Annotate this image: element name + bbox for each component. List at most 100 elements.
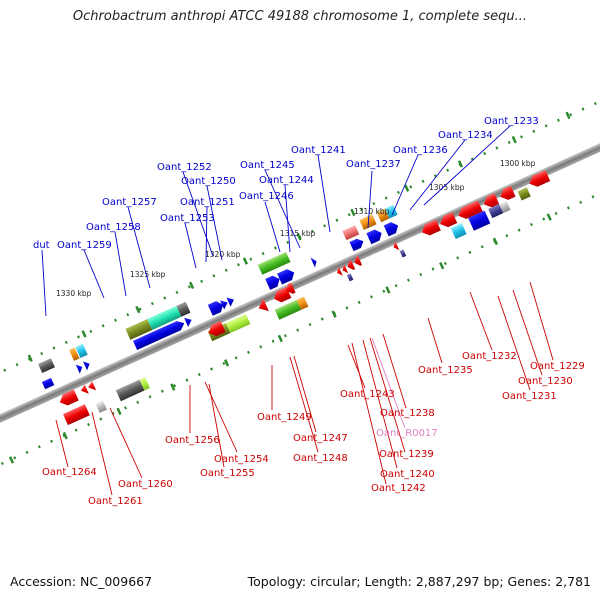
gene-1239[interactable]: [346, 259, 356, 272]
gene-R0017[interactable]: [346, 273, 354, 282]
gene-navy-b[interactable]: [399, 249, 407, 258]
label-oant-1234[interactable]: Oant_1234: [438, 130, 493, 141]
label-oant-1236[interactable]: Oant_1236: [393, 145, 448, 156]
gene-orange-a[interactable]: [69, 347, 80, 361]
gene-1254-fwd[interactable]: [156, 319, 187, 340]
gene-1253-fwd[interactable]: [184, 315, 194, 327]
label-oant-1232[interactable]: Oant_1232: [462, 351, 517, 362]
gene-1264-upper[interactable]: [38, 358, 55, 374]
gene-1230[interactable]: [481, 193, 500, 210]
gene-1237-fwd[interactable]: [349, 237, 366, 252]
gene-1229[interactable]: [498, 185, 516, 203]
gene-blue-l[interactable]: [468, 210, 491, 231]
label-oant-1242[interactable]: Oant_1242: [371, 483, 426, 494]
gene-1236-fwd[interactable]: [366, 228, 384, 245]
gene-1260[interactable]: [115, 379, 145, 402]
label-oant-1229[interactable]: Oant_1229: [530, 361, 585, 372]
label-oant-1249[interactable]: Oant_1249: [257, 412, 312, 423]
gene-1238[interactable]: [352, 255, 363, 268]
gene-blue-b[interactable]: [41, 377, 55, 390]
gene-red-l2[interactable]: [79, 384, 89, 397]
label-oant-1235[interactable]: Oant_1235: [418, 365, 473, 376]
gene-olive-l[interactable]: [517, 187, 531, 201]
label-oant-r0017[interactable]: Oant_R0017: [376, 428, 438, 439]
gene-1260b[interactable]: [139, 377, 150, 391]
gene-1237[interactable]: [342, 225, 360, 241]
label-oant-1244[interactable]: Oant_1244: [259, 175, 314, 186]
gene-1234[interactable]: [376, 208, 390, 223]
label-oant-1238[interactable]: Oant_1238: [380, 408, 435, 419]
label-oant-1261[interactable]: Oant_1261: [88, 496, 143, 507]
label-oant-1251[interactable]: Oant_1251: [180, 197, 235, 208]
label-oant-1250[interactable]: Oant_1250: [181, 176, 236, 187]
gene-1264[interactable]: [57, 389, 79, 408]
label-oant-1231[interactable]: Oant_1231: [502, 391, 557, 402]
label-oant-1248[interactable]: Oant_1248: [293, 453, 348, 464]
gene-red-l3[interactable]: [87, 381, 97, 393]
label-oant-1243[interactable]: Oant_1243: [340, 389, 395, 400]
map-title: Ochrobactrum anthropi ATCC 49188 chromos…: [72, 9, 528, 24]
gene-navy-l[interactable]: [488, 204, 504, 219]
gene-1240[interactable]: [341, 264, 349, 275]
gene-1233[interactable]: [384, 204, 398, 219]
gene-1252[interactable]: [207, 299, 226, 316]
label-dut[interactable]: dut: [33, 240, 50, 251]
gene-1259[interactable]: [125, 319, 153, 340]
label-oant-1230[interactable]: Oant_1230: [518, 376, 573, 387]
gene-lgray-l[interactable]: [499, 200, 511, 214]
gene-red-end[interactable]: [527, 170, 551, 189]
label-oant-1259[interactable]: Oant_1259: [57, 240, 112, 251]
label-oant-1245[interactable]: Oant_1245: [240, 160, 295, 171]
gene-1246[interactable]: [257, 258, 276, 275]
label-oant-1256[interactable]: Oant_1256: [165, 435, 220, 446]
gene-1250[interactable]: [226, 295, 236, 307]
gene-cyan-l[interactable]: [450, 223, 467, 240]
label-oant-1260[interactable]: Oant_1260: [118, 479, 173, 490]
label-oant-1255[interactable]: Oant_1255: [200, 468, 255, 479]
label-oant-1237[interactable]: Oant_1237: [346, 159, 401, 170]
gene-1235[interactable]: [392, 241, 400, 252]
gene-1245[interactable]: [271, 252, 291, 269]
gene-1254[interactable]: [225, 313, 251, 334]
gene-1257[interactable]: [176, 301, 191, 317]
label-oant-1253[interactable]: Oant_1253: [160, 213, 215, 224]
gene-red-l1[interactable]: [256, 298, 269, 315]
label-oant-1240[interactable]: Oant_1240: [380, 469, 435, 480]
gene-lgray-a[interactable]: [95, 400, 108, 413]
label-oant-1258[interactable]: Oant_1258: [86, 222, 141, 233]
gene-1244[interactable]: [265, 274, 282, 290]
gene-1256-fwd[interactable]: [133, 328, 166, 350]
gene-1261[interactable]: [62, 404, 90, 426]
gene-1248[interactable]: [296, 296, 309, 310]
label-oant-1252[interactable]: Oant_1252: [157, 162, 212, 173]
gene-1231[interactable]: [456, 200, 483, 222]
gene-1258[interactable]: [147, 305, 182, 330]
gene-1251[interactable]: [220, 298, 230, 310]
label-oant-1239[interactable]: Oant_1239: [379, 449, 434, 460]
label-oant-1264[interactable]: Oant_1264: [42, 467, 97, 478]
gene-1241[interactable]: [310, 256, 318, 268]
gene-1243-fwd[interactable]: [277, 267, 297, 285]
gene-blue-d[interactable]: [82, 359, 92, 371]
label-oant-1241[interactable]: Oant_1241: [291, 145, 346, 156]
gene-blue-c[interactable]: [75, 362, 85, 374]
label-oant-1246[interactable]: Oant_1246: [239, 191, 294, 202]
label-oant-1254[interactable]: Oant_1254: [214, 454, 269, 465]
gene-1247[interactable]: [274, 299, 302, 320]
gene-1234-fwd[interactable]: [383, 220, 401, 237]
lower-genes[interactable]: [52, 168, 561, 427]
label-oant-1257[interactable]: Oant_1257: [102, 197, 157, 208]
gene-1232[interactable]: [419, 219, 441, 237]
gene-1255[interactable]: [206, 321, 226, 339]
label-oant-1247[interactable]: Oant_1247: [293, 433, 348, 444]
ruler-1315: 1315 kbp: [280, 229, 316, 238]
upper-genes[interactable]: [34, 204, 404, 391]
label-oant-1233[interactable]: Oant_1233: [484, 116, 539, 127]
lower-gene-labels: Oant_1232 Oant_1229 Oant_1230 Oant_1231 …: [42, 351, 585, 507]
lower-ruler-ticks: [0, 171, 600, 471]
gene-cyan-a[interactable]: [75, 343, 88, 359]
ruler-labels: 1300 kbp 1305 kbp 1310 kbp 1315 kbp 1320…: [56, 159, 536, 298]
gene-1243[interactable]: [335, 266, 343, 278]
gene-1232b[interactable]: [438, 212, 458, 230]
gene-1249b[interactable]: [284, 282, 296, 296]
